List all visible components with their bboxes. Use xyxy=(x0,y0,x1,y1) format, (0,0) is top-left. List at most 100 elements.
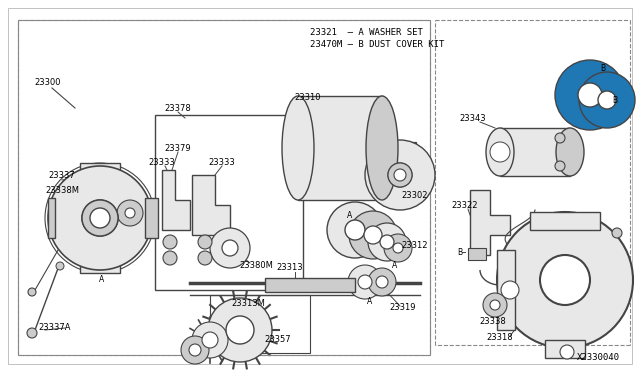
Text: 23379: 23379 xyxy=(164,144,191,153)
Text: 23333: 23333 xyxy=(148,157,175,167)
Circle shape xyxy=(384,234,412,262)
Text: 23357: 23357 xyxy=(265,336,291,344)
Bar xyxy=(265,278,355,292)
Text: A: A xyxy=(348,211,353,219)
Circle shape xyxy=(202,332,218,348)
Bar xyxy=(210,295,310,353)
Circle shape xyxy=(349,211,397,259)
Ellipse shape xyxy=(366,96,398,200)
Circle shape xyxy=(364,226,382,244)
Polygon shape xyxy=(497,250,515,330)
Text: 23338: 23338 xyxy=(479,317,506,327)
Text: 23302: 23302 xyxy=(402,190,428,199)
Ellipse shape xyxy=(556,128,584,176)
Text: 23313: 23313 xyxy=(276,263,303,273)
Circle shape xyxy=(210,228,250,268)
Text: X2330040: X2330040 xyxy=(577,353,620,362)
Polygon shape xyxy=(145,198,158,238)
Circle shape xyxy=(327,202,383,258)
Text: 23319: 23319 xyxy=(390,304,416,312)
Circle shape xyxy=(388,163,412,187)
Text: 23321  — A WASHER SET: 23321 — A WASHER SET xyxy=(310,28,423,36)
Text: 23343: 23343 xyxy=(460,113,486,122)
Circle shape xyxy=(368,268,396,296)
Circle shape xyxy=(497,212,633,348)
Polygon shape xyxy=(545,340,585,358)
Circle shape xyxy=(226,316,254,344)
Text: B: B xyxy=(600,64,605,73)
Circle shape xyxy=(501,281,519,299)
Polygon shape xyxy=(48,198,55,238)
Circle shape xyxy=(394,169,406,181)
Text: 23312: 23312 xyxy=(402,241,428,250)
Text: 23300: 23300 xyxy=(35,77,61,87)
Polygon shape xyxy=(192,175,230,235)
Text: B: B xyxy=(612,96,618,105)
Circle shape xyxy=(163,251,177,265)
Circle shape xyxy=(163,235,177,249)
Circle shape xyxy=(540,255,590,305)
Circle shape xyxy=(208,298,272,362)
Circle shape xyxy=(376,276,388,288)
Ellipse shape xyxy=(486,128,514,176)
Text: A: A xyxy=(99,276,104,285)
Circle shape xyxy=(388,163,412,187)
Text: 23333: 23333 xyxy=(209,157,236,167)
Text: 23380M: 23380M xyxy=(239,260,273,269)
Circle shape xyxy=(28,288,36,296)
Circle shape xyxy=(579,72,635,128)
Circle shape xyxy=(358,275,372,289)
Circle shape xyxy=(125,208,135,218)
Polygon shape xyxy=(470,190,510,255)
Text: 23338M: 23338M xyxy=(45,186,79,195)
Text: 23337: 23337 xyxy=(49,170,76,180)
Text: B: B xyxy=(458,247,463,257)
Bar xyxy=(298,96,383,200)
Circle shape xyxy=(222,240,238,256)
Bar xyxy=(398,142,416,154)
Polygon shape xyxy=(530,212,600,230)
Circle shape xyxy=(598,91,616,109)
Ellipse shape xyxy=(282,96,314,200)
Text: 23322: 23322 xyxy=(452,201,478,209)
Bar xyxy=(468,248,486,260)
Circle shape xyxy=(560,345,574,359)
Circle shape xyxy=(189,344,201,356)
Text: 23313M: 23313M xyxy=(231,298,265,308)
Circle shape xyxy=(56,262,64,270)
Circle shape xyxy=(555,161,565,171)
Circle shape xyxy=(348,265,382,299)
Circle shape xyxy=(27,328,37,338)
Circle shape xyxy=(555,133,565,143)
Circle shape xyxy=(90,208,110,228)
Circle shape xyxy=(393,243,403,253)
Circle shape xyxy=(490,300,500,310)
Text: 23470M — B DUST COVER KIT: 23470M — B DUST COVER KIT xyxy=(310,39,444,48)
Circle shape xyxy=(578,83,602,107)
Circle shape xyxy=(555,60,625,130)
Circle shape xyxy=(365,140,435,210)
Circle shape xyxy=(181,336,209,364)
Circle shape xyxy=(192,322,228,358)
Circle shape xyxy=(198,235,212,249)
Circle shape xyxy=(380,235,394,249)
Text: 23310: 23310 xyxy=(295,93,321,102)
Bar xyxy=(155,115,303,290)
Circle shape xyxy=(82,200,118,236)
Circle shape xyxy=(198,251,212,265)
Text: 23378: 23378 xyxy=(164,103,191,112)
Circle shape xyxy=(345,220,365,240)
Polygon shape xyxy=(80,163,120,273)
Circle shape xyxy=(490,142,510,162)
Text: 23337A: 23337A xyxy=(38,324,70,333)
Circle shape xyxy=(368,223,406,261)
Circle shape xyxy=(483,293,507,317)
Circle shape xyxy=(82,200,118,236)
Circle shape xyxy=(117,200,143,226)
Text: 23318: 23318 xyxy=(486,334,513,343)
Text: A: A xyxy=(392,260,397,269)
Bar xyxy=(500,128,570,176)
Text: A: A xyxy=(367,298,372,307)
Circle shape xyxy=(612,228,622,238)
Polygon shape xyxy=(162,170,190,230)
